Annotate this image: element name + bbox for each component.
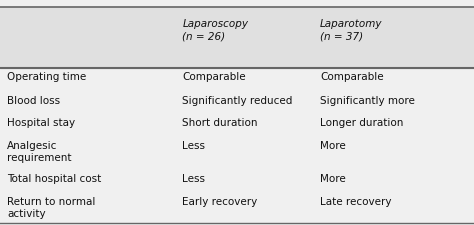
Text: Comparable: Comparable [182,72,246,82]
Text: Laparoscopy
(n = 26): Laparoscopy (n = 26) [182,19,248,42]
Text: More: More [320,141,346,151]
Text: Longer duration: Longer duration [320,118,403,128]
Text: Operating time: Operating time [7,72,86,82]
Text: Blood loss: Blood loss [7,96,60,106]
Text: More: More [320,174,346,184]
Bar [0,7,474,68]
Text: Early recovery: Early recovery [182,197,258,207]
Text: Laparotomy
(n = 37): Laparotomy (n = 37) [320,19,383,42]
Text: Hospital stay: Hospital stay [7,118,75,128]
Text: Significantly reduced: Significantly reduced [182,96,293,106]
Text: Less: Less [182,141,206,151]
Text: Short duration: Short duration [182,118,258,128]
Text: Analgesic
requirement: Analgesic requirement [7,141,72,163]
Text: Total hospital cost: Total hospital cost [7,174,101,184]
Text: Comparable: Comparable [320,72,383,82]
Text: Less: Less [182,174,206,184]
Text: Significantly more: Significantly more [320,96,415,106]
Text: Return to normal
activity: Return to normal activity [7,197,95,219]
Text: Late recovery: Late recovery [320,197,392,207]
